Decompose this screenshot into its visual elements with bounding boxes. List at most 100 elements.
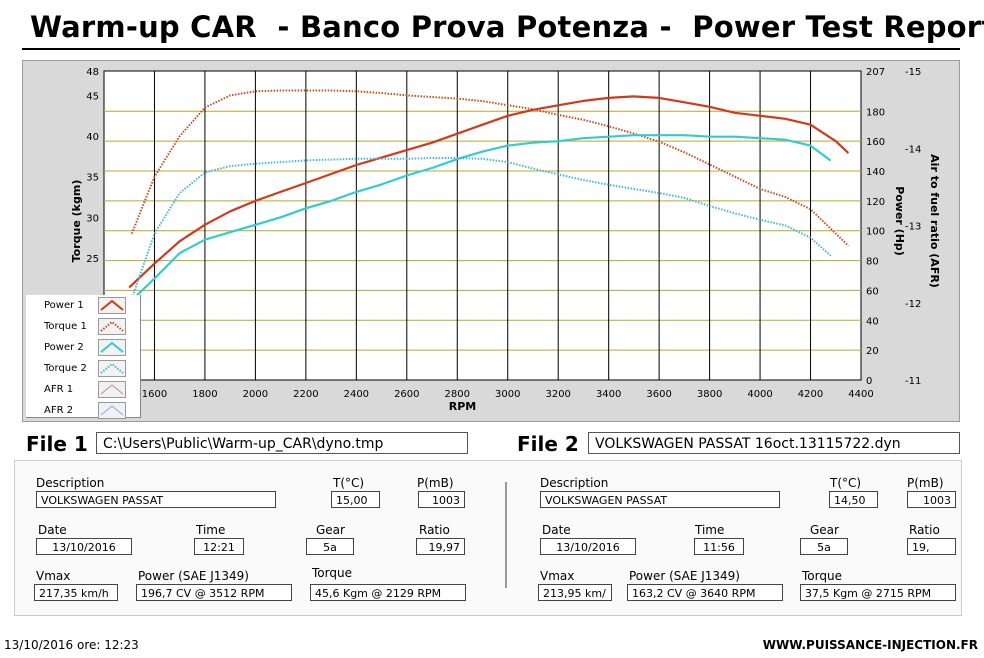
- file2-path-field[interactable]: VOLKSWAGEN PASSAT 16oct.13115722.dyn: [588, 432, 960, 454]
- footer-timestamp: 13/10/2016 ore: 12:23: [4, 638, 139, 652]
- x-tick-label-14: 4400: [848, 389, 873, 400]
- y-right-afr-tick-label-3: -12: [905, 299, 921, 310]
- y-right-power-tick-label-8: 40: [866, 316, 879, 327]
- file1-time-field[interactable]: 12:21: [194, 538, 244, 555]
- legend-swatch: [98, 360, 126, 377]
- file2-pressure-field[interactable]: 1003: [907, 491, 956, 508]
- file2-power-label: Power (SAE J1349): [629, 569, 740, 583]
- y-left-axis-title: Torque (kgm): [70, 180, 83, 263]
- legend-swatch: [98, 402, 126, 419]
- file1-temp-label: T(°C): [333, 476, 365, 490]
- file1-torque-label: Torque: [312, 566, 352, 580]
- chart-frame: 1600 1800 2000 2200 2400 2600 2800 3000 3200 3400…: [22, 60, 960, 422]
- x-tick-label-6: 2800: [445, 389, 470, 400]
- file1-temp-field[interactable]: 15,00: [331, 491, 380, 508]
- file1-torque-field[interactable]: 45,6 Kgm @ 2129 RPM: [310, 584, 466, 601]
- file2-gear-field[interactable]: 5a: [800, 538, 848, 555]
- legend-swatch: [98, 339, 126, 356]
- y-right-power-tick-label-0: 207: [866, 67, 885, 78]
- file2-power-field[interactable]: 163,2 CV @ 3640 RPM: [627, 584, 783, 601]
- legend-item-torque-2: Torque 2: [26, 359, 140, 379]
- legend-item-label: Power 1: [44, 300, 84, 311]
- legend-item-afr-2: AFR 2: [26, 401, 140, 421]
- file2-date-label: Date: [542, 523, 571, 537]
- x-axis-title: RPM: [449, 400, 476, 413]
- y-right-power-tick-label-6: 80: [866, 257, 879, 268]
- file1-gear-label: Gear: [316, 523, 345, 537]
- file1-gear-field[interactable]: 5a: [306, 538, 354, 555]
- series-line-power-1: [128, 95, 850, 289]
- x-tick-label-9: 3400: [596, 389, 621, 400]
- y-right-power-tick-label-4: 120: [866, 197, 885, 208]
- y-left-tick-label-4: 30: [86, 213, 99, 224]
- file2-vmax-field[interactable]: 213,95 km/: [538, 584, 612, 601]
- legend-swatch: [98, 318, 126, 335]
- x-tick-label-13: 4200: [798, 389, 823, 400]
- footer-website: WWW.PUISSANCE-INJECTION.FR: [762, 638, 978, 652]
- file1-vmax-label: Vmax: [36, 569, 71, 583]
- file2-label: File 2: [517, 432, 579, 456]
- file1-label: File 1: [26, 432, 88, 456]
- plot-area: [103, 70, 862, 381]
- y-left-tick-label-1: 45: [86, 91, 99, 102]
- file2-ratio-field[interactable]: 19,: [907, 538, 956, 555]
- file1-ratio-label: Ratio: [419, 523, 450, 537]
- report-title: Warm-up CAR - Banco Prova Potenza - Powe…: [30, 10, 984, 44]
- file2-pressure-label: P(mB): [907, 476, 944, 490]
- y-right-afr-axis-title: Air to fuel ratio (AFR): [928, 154, 941, 288]
- legend-item-label: AFR 1: [44, 384, 74, 395]
- x-tick-label-8: 3200: [545, 389, 570, 400]
- x-tick-label-0: 1600: [142, 389, 167, 400]
- y-left-tick-label-2: 40: [86, 132, 99, 143]
- legend-item-label: Torque 2: [44, 363, 87, 374]
- y-left-tick-label-3: 35: [86, 173, 99, 184]
- file2-temp-field[interactable]: 14,50: [829, 491, 878, 508]
- file1-description-label: Description: [36, 476, 105, 490]
- chart-legend: Power 1 Torque 1 Power 2 Torque 2 AFR 1 AFR 2: [26, 295, 141, 421]
- file2-temp-label: T(°C): [830, 476, 862, 490]
- legend-item-label: Torque 1: [44, 321, 87, 332]
- x-tick-label-5: 2600: [394, 389, 419, 400]
- file2-torque-field[interactable]: 37,5 Kgm @ 2715 RPM: [800, 584, 956, 601]
- y-right-power-tick-label-5: 100: [866, 227, 885, 238]
- x-tick-label-12: 4000: [747, 389, 772, 400]
- x-tick-label-3: 2200: [293, 389, 318, 400]
- file2-vmax-label: Vmax: [540, 569, 575, 583]
- file1-power-label: Power (SAE J1349): [138, 569, 249, 583]
- dyno-chart: 1600 1800 2000 2200 2400 2600 2800 3000 3200 3400…: [70, 67, 941, 413]
- file1-pressure-field[interactable]: 1003: [418, 491, 465, 508]
- details-divider: [505, 482, 507, 588]
- legend-item-label: Power 2: [44, 342, 84, 353]
- file2-time-field[interactable]: 11:56: [694, 538, 744, 555]
- x-tick-label-11: 3800: [697, 389, 722, 400]
- file2-date-field[interactable]: 13/10/2016: [540, 538, 636, 555]
- legend-item-power-2: Power 2: [26, 338, 140, 358]
- file1-vmax-field[interactable]: 217,35 km/h: [34, 584, 118, 601]
- legend-swatch: [98, 381, 126, 398]
- y-right-afr-tick-label-0: -15: [905, 67, 921, 78]
- file2-description-field[interactable]: VOLKSWAGEN PASSAT: [540, 491, 780, 508]
- series-line-torque-1: [130, 89, 850, 247]
- file1-ratio-field[interactable]: 19,97: [416, 538, 465, 555]
- y-right-power-axis-title: Power (Hp): [893, 186, 906, 256]
- x-tick-label-10: 3600: [646, 389, 671, 400]
- x-tick-label-1: 1800: [192, 389, 217, 400]
- y-right-power-tick-label-3: 140: [866, 167, 885, 178]
- y-right-afr-tick-label-4: -11: [905, 376, 921, 387]
- file2-time-label: Time: [695, 523, 725, 537]
- series-line-power-2: [133, 134, 832, 299]
- file1-description-field[interactable]: VOLKSWAGEN PASSAT: [36, 491, 276, 508]
- file1-date-field[interactable]: 13/10/2016: [36, 538, 132, 555]
- file2-torque-label: Torque: [802, 569, 842, 583]
- file2-ratio-label: Ratio: [909, 523, 940, 537]
- y-left-tick-label-0: 48: [86, 67, 99, 78]
- file1-path-field[interactable]: C:\Users\Public\Warm-up_CAR\dyno.tmp: [96, 432, 468, 454]
- file2-description-label: Description: [540, 476, 609, 490]
- legend-item-torque-1: Torque 1: [26, 317, 140, 337]
- file1-date-label: Date: [38, 523, 67, 537]
- y-right-power-tick-label-1: 180: [866, 107, 885, 118]
- file1-power-field[interactable]: 196,7 CV @ 3512 RPM: [136, 584, 292, 601]
- y-right-afr-tick-label-2: -13: [905, 222, 921, 233]
- y-right-power-tick-label-2: 160: [866, 137, 885, 148]
- series-line-torque-2: [130, 157, 832, 300]
